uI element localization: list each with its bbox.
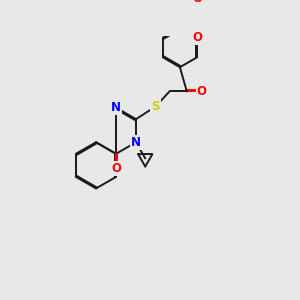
Text: N: N	[111, 101, 121, 114]
Text: O: O	[197, 85, 207, 98]
Text: S: S	[152, 100, 160, 113]
Text: O: O	[192, 31, 202, 44]
Text: O: O	[111, 162, 121, 175]
Text: O: O	[192, 0, 202, 5]
Text: N: N	[131, 136, 141, 149]
